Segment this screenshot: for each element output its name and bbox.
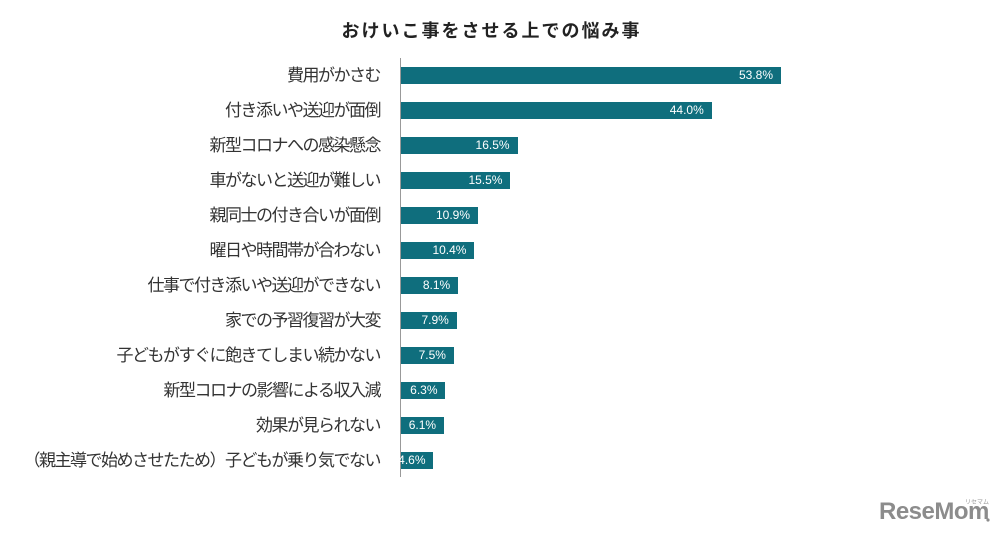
svg-text:リセマム: リセマム (965, 499, 989, 506)
